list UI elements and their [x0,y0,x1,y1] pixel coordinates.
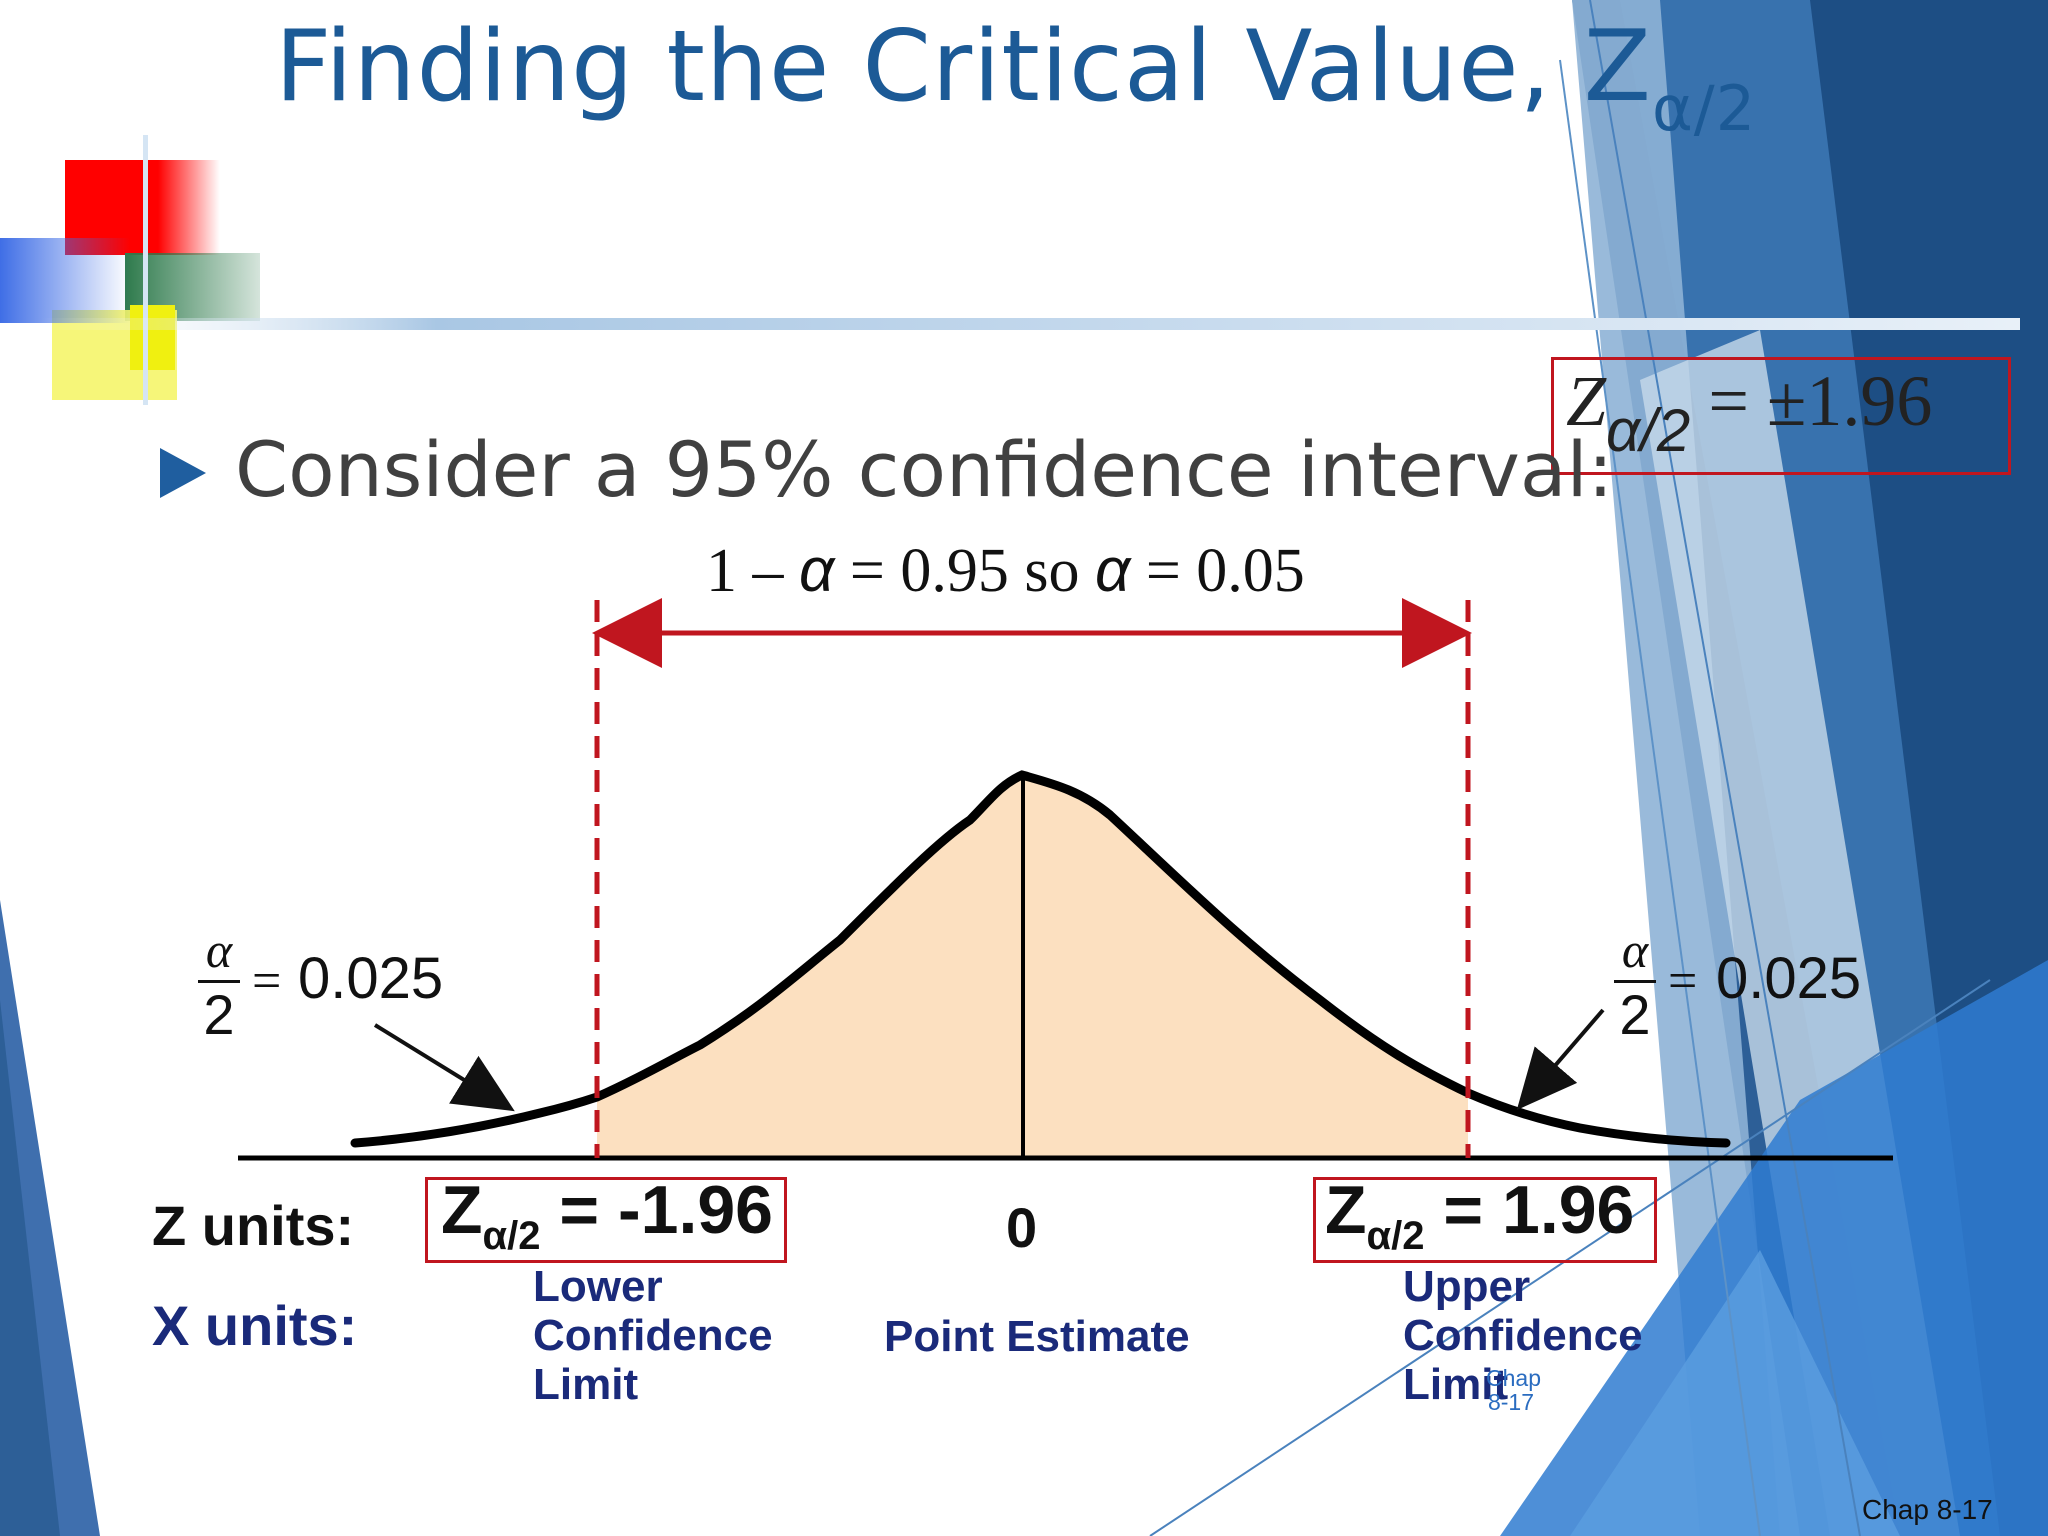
slide-footer: Chap 8-17 [1862,1494,1993,1525]
left-frac-num: α [205,922,233,978]
eq-z: Z [1566,361,1607,441]
z-center-value: 0 [1006,1196,1038,1259]
point-estimate-label: Point Estimate [884,1312,1190,1361]
alpha-equation: 1 – α = 0.95 so α = 0.05 [706,536,1305,605]
slide-title: Finding the Critical Value, Zα/2 [275,10,1756,145]
eq-value: = ±1.96 [1690,361,1933,441]
bullet-text: Consider a 95% confidence interval: [235,425,1614,514]
left-tail-equals: = [252,953,282,1010]
confidence-area-right [1022,775,1468,1157]
right-tail-fraction: α 2 [1614,922,1656,1045]
title-main: Finding the Critical Value, Z [275,10,1652,124]
right-tail-value: 0.025 [1716,946,1862,1011]
left-tail-fraction: α 2 [198,922,240,1045]
upper-confidence-limit-label: Upper Confidence Limit [1403,1262,1643,1409]
right-tail-equals: = [1668,953,1698,1010]
upper-z-box [1313,1177,1657,1263]
lower-z-value: Zα/2 = -1.96 [441,1172,773,1258]
title-subscript: α/2 [1651,72,1757,145]
left-tail-value: 0.025 [298,946,444,1011]
left-tail-arrow [373,1023,515,1112]
right-frac-num: α [1621,922,1649,978]
triangle-right-icon [160,448,206,498]
critical-value-box [1551,357,2011,475]
x-units-label: X units: [152,1294,358,1357]
eq-subscript: α/2 [1606,397,1691,464]
upper-z-value: Zα/2 = 1.96 [1325,1172,1635,1258]
slide-number-overlay: Chap 8-17 [1486,1365,1541,1415]
right-tail-arrow [1516,1008,1605,1111]
lower-confidence-limit-label: Lower Confidence Limit [533,1262,773,1409]
lower-z-box [425,1177,787,1263]
left-frac-den: 2 [203,983,235,1046]
z-units-label: Z units: [152,1194,355,1257]
critical-value-equation: Zα/2 = ±1.96 [1566,360,1933,464]
right-frac-den: 2 [1619,983,1651,1046]
